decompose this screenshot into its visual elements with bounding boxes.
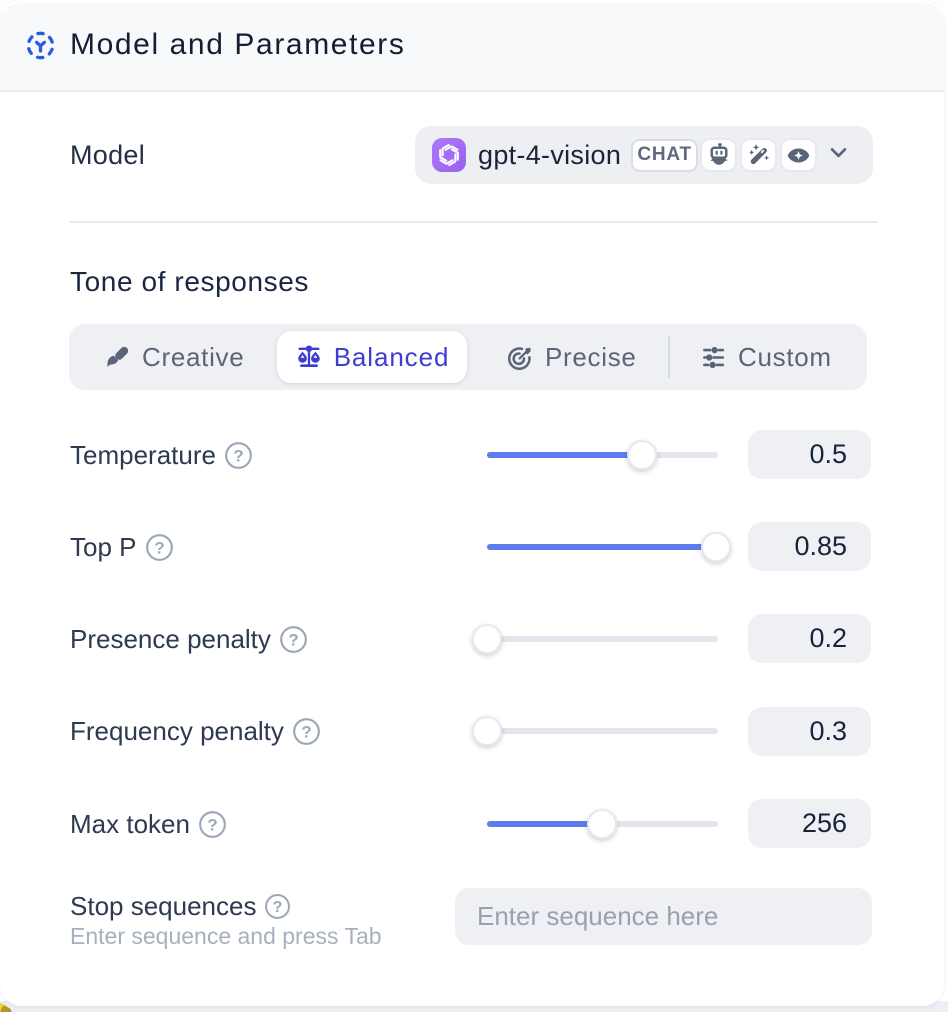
svg-text:?: ?: [207, 815, 217, 834]
svg-text:?: ?: [301, 722, 311, 741]
svg-text:?: ?: [273, 898, 283, 915]
svg-text:?: ?: [154, 538, 164, 557]
svg-text:?: ?: [288, 630, 298, 649]
svg-text:?: ?: [233, 446, 243, 465]
